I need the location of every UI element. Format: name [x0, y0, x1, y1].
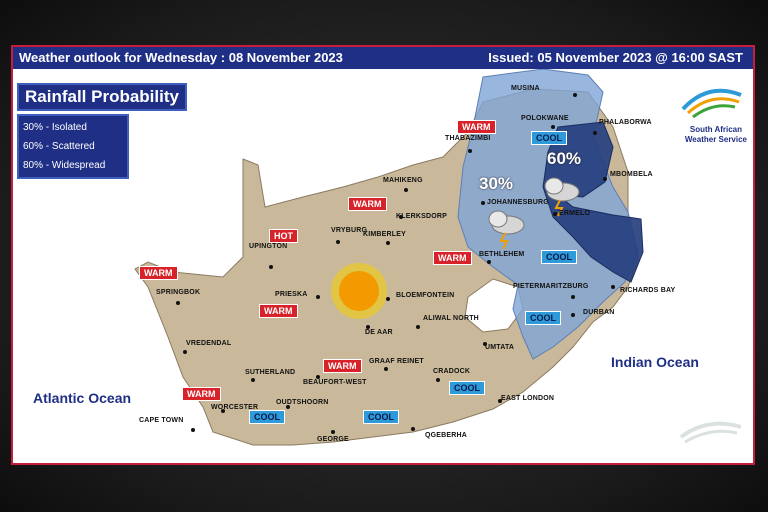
city-label: GRAAF REINET — [369, 358, 424, 365]
sun-icon — [331, 263, 387, 319]
legend-item: 80% - Widespread — [23, 160, 106, 171]
warm-badge: WARM — [323, 359, 362, 373]
city-label: GEORGE — [317, 436, 349, 443]
city-markers — [176, 93, 615, 434]
forecast-slide: Weather outlook for Wednesday : 08 Novem… — [11, 45, 755, 465]
city-label: VREDENDAL — [186, 340, 232, 347]
city-label: PHALABORWA — [599, 119, 652, 126]
city-label: BEAUFORT-WEST — [303, 379, 367, 386]
indian-ocean-label: Indian Ocean — [611, 354, 699, 370]
watermark-logo-icon — [679, 421, 742, 444]
legend-item: 60% - Scattered — [23, 141, 95, 152]
atlantic-ocean-label: Atlantic Ocean — [33, 390, 132, 406]
warm-badge: WARM — [348, 197, 387, 211]
city-label: PRIESKA — [275, 291, 308, 298]
city-label: VRYBURG — [331, 227, 368, 234]
warm-badge: WARM — [433, 251, 472, 265]
warm-badge: WARM — [259, 304, 298, 318]
warm-badge: WARM — [457, 120, 496, 134]
city-label: CRADOCK — [433, 368, 471, 375]
city-label: WORCESTER — [211, 404, 259, 411]
city-label: UPINGTON — [249, 243, 288, 250]
city-label: MBOMBELA — [610, 171, 653, 178]
saws-logo-icon — [681, 88, 742, 119]
city-label: RICHARDS BAY — [620, 287, 676, 294]
issued-timestamp: Issued: 05 November 2023 @ 16:00 SAST — [488, 50, 743, 65]
hot-badge: HOT — [269, 229, 298, 243]
storm-cloud-icon — [488, 210, 525, 250]
cool-badge: COOL — [531, 131, 567, 145]
city-label: THABAZIMBI — [445, 135, 491, 142]
city-label: BETHLEHEM — [479, 251, 525, 258]
city-label: PIETERMARITZBURG — [513, 283, 589, 290]
legend-title: Rainfall Probability — [17, 83, 187, 111]
cool-badge: COOL — [541, 250, 577, 264]
city-label: POLOKWANE — [521, 115, 569, 122]
rain-60-label: 60% — [547, 149, 582, 168]
header-bar: Weather outlook for Wednesday : 08 Novem… — [13, 47, 753, 69]
city-label: MUSINA — [511, 85, 540, 92]
city-label: SPRINGBOK — [156, 289, 201, 296]
city-label: ALIWAL NORTH — [423, 315, 479, 322]
warm-badge: WARM — [139, 266, 178, 280]
cool-badge: COOL — [525, 311, 561, 325]
south-africa-map — [134, 68, 742, 446]
city-label: JOHANNESBURG — [487, 199, 549, 206]
logo-line1: South African — [689, 125, 743, 134]
city-label: DE AAR — [365, 329, 393, 336]
city-label: KLERKSDORP — [396, 213, 448, 220]
logo-line2: Weather Service — [684, 135, 747, 144]
legend-box: 30% - Isolated 60% - Scattered 80% - Wid… — [17, 114, 129, 179]
forecast-date-title: Weather outlook for Wednesday : 08 Novem… — [19, 50, 343, 65]
warm-badge: WARM — [182, 387, 221, 401]
city-label: BLOEMFONTEIN — [396, 292, 455, 299]
city-label: UMTATA — [485, 344, 515, 351]
rain-zone-60 — [542, 121, 644, 283]
city-label: DURBAN — [583, 309, 615, 316]
cool-badge: COOL — [249, 410, 285, 424]
city-label: MAHIKENG — [383, 177, 423, 184]
cool-badge: COOL — [449, 381, 485, 395]
storm-cloud-icon — [544, 177, 580, 217]
city-label: SUTHERLAND — [245, 369, 296, 376]
saws-logo-text: South African Weather Service — [685, 125, 747, 145]
city-label: QGEBERHA — [425, 432, 468, 439]
city-label: OUDTSHOORN — [276, 399, 329, 406]
city-label: KIMBERLEY — [363, 231, 407, 238]
legend-item: 30% - Isolated — [23, 122, 87, 133]
city-label: EAST LONDON — [501, 395, 555, 402]
city-label: ERMELO — [559, 210, 591, 217]
cool-badge: COOL — [363, 410, 399, 424]
lesotho — [464, 278, 524, 333]
city-label: CAPE TOWN — [139, 417, 184, 424]
rain-30-label: 30% — [479, 174, 514, 193]
